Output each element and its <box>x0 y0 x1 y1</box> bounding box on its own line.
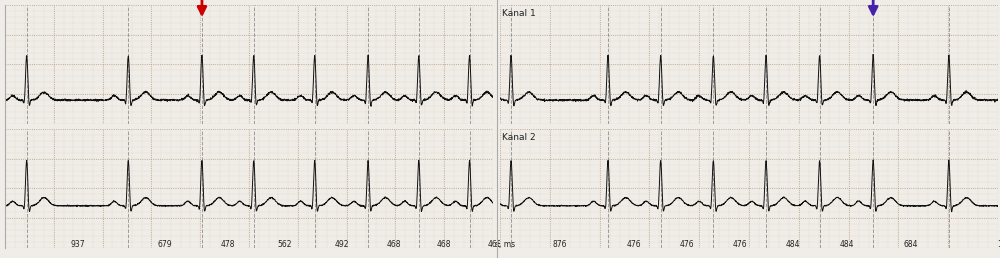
Text: 468: 468 <box>538 240 553 249</box>
Text: 1046: 1046 <box>997 240 1000 249</box>
Text: 468: 468 <box>386 240 401 249</box>
Text: 476: 476 <box>732 240 747 249</box>
Text: 484: 484 <box>786 240 800 249</box>
Text: 937: 937 <box>70 240 85 249</box>
Text: Kanal 1: Kanal 1 <box>502 9 536 18</box>
Text: 468: 468 <box>437 240 451 249</box>
Text: 468: 468 <box>488 240 502 249</box>
Text: 476: 476 <box>680 240 694 249</box>
Text: 679: 679 <box>158 240 172 249</box>
Text: s, ms: s, ms <box>495 240 516 249</box>
Text: 476: 476 <box>627 240 642 249</box>
Text: 684: 684 <box>904 240 918 249</box>
Text: 876: 876 <box>552 240 567 249</box>
Text: 562: 562 <box>277 240 291 249</box>
Text: 484: 484 <box>839 240 854 249</box>
Text: 492: 492 <box>334 240 349 249</box>
Text: 478: 478 <box>221 240 235 249</box>
Text: Kanal 2: Kanal 2 <box>502 133 536 142</box>
